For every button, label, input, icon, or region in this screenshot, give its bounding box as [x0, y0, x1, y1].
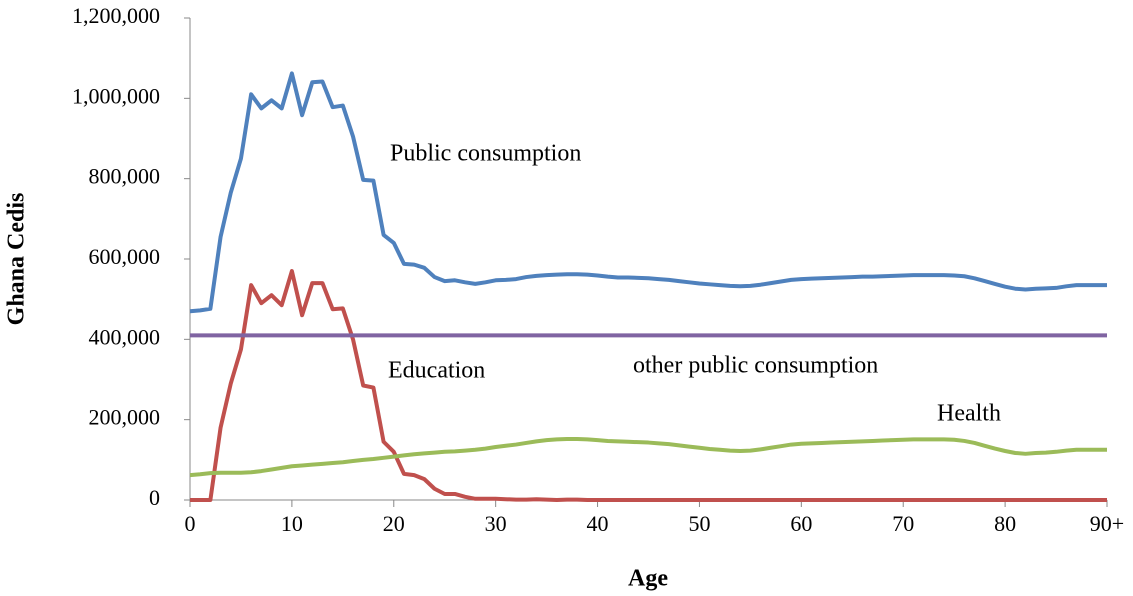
y-axis-title: Ghana Cedis — [4, 193, 30, 326]
x-tick-label: 60 — [790, 511, 812, 536]
series-line — [189, 436, 1107, 478]
x-tick-label: 10 — [281, 511, 303, 536]
x-tick-label: 50 — [688, 511, 710, 536]
y-tick-label: 1,200,000 — [72, 3, 160, 28]
x-axis-title: Age — [628, 566, 668, 592]
series-line — [189, 71, 1107, 314]
x-tick-label: 90+ — [1090, 511, 1124, 536]
y-tick-label: 200,000 — [89, 405, 161, 430]
y-tick-label: 400,000 — [89, 324, 161, 349]
x-tick-label: 70 — [892, 511, 914, 536]
x-tick-label: 80 — [994, 511, 1016, 536]
y-tick-label: 800,000 — [89, 164, 161, 189]
annotation: Health — [937, 401, 1001, 427]
x-tick-label: 20 — [383, 511, 405, 536]
annotation: other public consumption — [633, 353, 878, 379]
x-tick-label: 0 — [185, 511, 196, 536]
y-tick-label: 1,000,000 — [72, 83, 160, 108]
y-tick-label: 600,000 — [89, 244, 161, 269]
x-tick-label: 40 — [587, 511, 609, 536]
annotation: Public consumption — [390, 141, 581, 167]
annotation: Education — [388, 358, 485, 384]
x-tick-label: 30 — [485, 511, 507, 536]
series-line — [190, 269, 1107, 502]
y-tick-label: 0 — [149, 485, 160, 510]
